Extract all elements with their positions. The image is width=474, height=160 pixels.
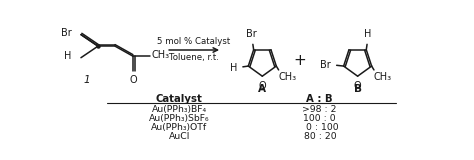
Text: Br: Br	[246, 29, 257, 39]
Text: Au(PPh₃)BF₄: Au(PPh₃)BF₄	[152, 105, 207, 114]
Text: 80 : 20: 80 : 20	[301, 132, 337, 141]
Text: H: H	[64, 51, 72, 61]
Text: AuCl: AuCl	[169, 132, 190, 141]
Text: A : B: A : B	[306, 94, 332, 104]
Text: B: B	[354, 84, 362, 94]
Text: +: +	[293, 52, 306, 68]
Text: H: H	[364, 29, 372, 39]
Text: 100 : 0: 100 : 0	[302, 114, 335, 123]
Text: Au(PPh₃)OTf: Au(PPh₃)OTf	[151, 123, 208, 132]
Text: CH₃: CH₃	[279, 72, 297, 82]
Text: Toluene, r.t.: Toluene, r.t.	[169, 53, 219, 62]
Text: 0 : 100: 0 : 100	[300, 123, 338, 132]
Text: >98 : 2: >98 : 2	[301, 105, 336, 114]
Text: CH₃: CH₃	[374, 72, 392, 82]
Text: A: A	[258, 84, 266, 94]
Text: Br: Br	[320, 60, 331, 70]
Text: Au(PPh₃)SbF₆: Au(PPh₃)SbF₆	[149, 114, 210, 123]
Text: H: H	[230, 63, 237, 73]
Text: 5 mol % Catalyst: 5 mol % Catalyst	[157, 37, 231, 46]
Text: O: O	[354, 81, 362, 91]
Text: 1: 1	[83, 75, 90, 85]
Text: Catalyst: Catalyst	[156, 94, 203, 104]
Text: Br: Br	[61, 28, 72, 38]
Text: O: O	[258, 81, 266, 91]
Text: CH₃: CH₃	[152, 50, 170, 60]
Text: O: O	[130, 75, 137, 85]
